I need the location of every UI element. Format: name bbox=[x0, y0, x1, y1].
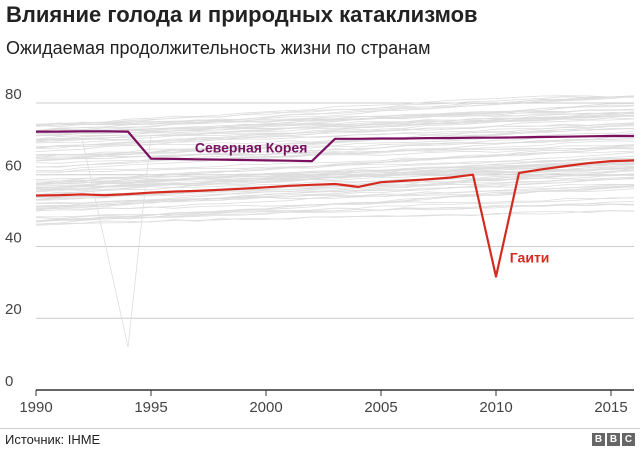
bbc-logo: B B C bbox=[592, 433, 635, 446]
background-country-line bbox=[35, 127, 635, 156]
background-country-line bbox=[35, 118, 635, 149]
background-country-line bbox=[35, 164, 635, 191]
series-line-1 bbox=[35, 159, 635, 278]
footer: Источник: IHME B B C bbox=[0, 428, 640, 451]
background-country-line bbox=[35, 173, 635, 192]
y-tick-label: 40 bbox=[5, 229, 22, 246]
grid-lines bbox=[36, 102, 634, 319]
background-country-line bbox=[35, 95, 635, 126]
bbc-logo-letter: C bbox=[622, 433, 635, 446]
background-country-line bbox=[35, 109, 635, 127]
x-tick-label: 2010 bbox=[479, 399, 512, 416]
background-country-line bbox=[35, 203, 635, 218]
background-country-line bbox=[35, 95, 635, 127]
life-expectancy-chart: 0 20 40 60 80 1990 1995 2000 2005 2010 2015 Северн… bbox=[5, 86, 635, 416]
background-country-line bbox=[35, 138, 635, 162]
axes: 0 20 40 60 80 1990 1995 2000 2005 2010 2015 bbox=[5, 86, 634, 416]
background-country-line bbox=[35, 178, 635, 210]
background-country-line bbox=[35, 124, 635, 149]
background-country-line bbox=[35, 164, 635, 187]
background-country-line bbox=[35, 115, 635, 140]
background-country-line bbox=[35, 183, 635, 212]
chart-title: Влияние голода и природных катаклизмов bbox=[6, 2, 478, 27]
background-country-line bbox=[35, 145, 635, 158]
background-country-line bbox=[35, 161, 635, 196]
bbc-logo-letter: B bbox=[607, 433, 620, 446]
bbc-logo-letter: B bbox=[592, 433, 605, 446]
x-tick-label: 1990 bbox=[19, 399, 52, 416]
source-note: Источник: IHME bbox=[5, 432, 101, 447]
background-country-line bbox=[35, 147, 635, 164]
background-country-line bbox=[35, 176, 635, 207]
y-tick-label: 0 bbox=[5, 373, 13, 390]
background-country-line bbox=[35, 160, 635, 185]
background-country-lines bbox=[35, 95, 635, 347]
x-tick-label: 1995 bbox=[134, 399, 167, 416]
background-country-line bbox=[35, 174, 635, 201]
background-country-line bbox=[35, 146, 635, 186]
background-country-line bbox=[35, 185, 635, 204]
background-country-line bbox=[35, 170, 635, 212]
y-tick-label: 20 bbox=[5, 301, 22, 318]
y-tick-label: 60 bbox=[5, 158, 22, 175]
highlighted-series: Северная Корея Гаити bbox=[35, 130, 635, 278]
background-country-line bbox=[35, 123, 634, 140]
background-country-line bbox=[35, 185, 635, 223]
background-country-line bbox=[35, 210, 635, 225]
series-label: Гаити bbox=[510, 250, 550, 266]
background-country-line bbox=[35, 159, 635, 184]
background-country-line bbox=[36, 148, 635, 182]
background-country-line bbox=[35, 140, 635, 168]
series-label: Северная Корея bbox=[195, 139, 308, 155]
x-tick-label: 2000 bbox=[249, 399, 282, 416]
background-country-line bbox=[35, 150, 635, 173]
background-country-line bbox=[35, 112, 635, 126]
background-country-line bbox=[35, 127, 635, 159]
background-country-line bbox=[35, 95, 635, 133]
background-country-line bbox=[35, 210, 635, 226]
background-country-line bbox=[35, 125, 635, 161]
x-tick-label: 2005 bbox=[364, 399, 397, 416]
y-tick-label: 80 bbox=[5, 86, 22, 103]
series-line-0 bbox=[36, 130, 634, 163]
x-tick-label: 2015 bbox=[594, 399, 627, 416]
chart-subtitle: Ожидаемая продолжительность жизни по стр… bbox=[6, 38, 431, 58]
